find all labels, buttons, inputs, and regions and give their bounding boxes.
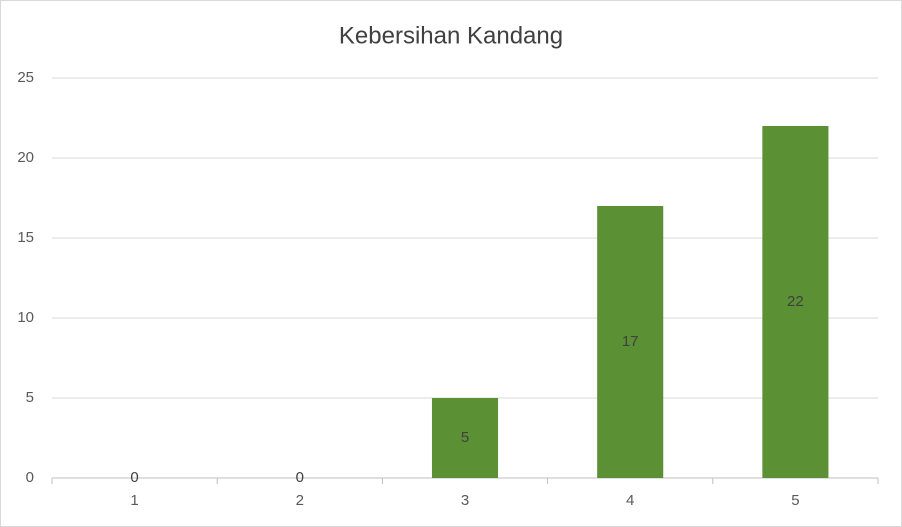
y-tick-label: 15 <box>17 229 34 246</box>
bar <box>431 398 499 478</box>
y-tick-label: 5 <box>26 389 34 406</box>
data-label: 22 <box>787 293 804 310</box>
data-label: 5 <box>461 429 469 446</box>
y-tick-label: 20 <box>17 149 34 166</box>
bar <box>597 206 664 478</box>
x-tick-label: 1 <box>130 492 138 509</box>
x-tick-label: 2 <box>296 492 304 509</box>
x-tick-label: 3 <box>461 492 469 509</box>
data-label: 17 <box>622 333 639 350</box>
x-tick-label: 4 <box>626 492 634 509</box>
data-label: 0 <box>296 469 304 486</box>
y-tick-label: 25 <box>17 69 34 86</box>
data-label: 0 <box>130 469 138 486</box>
chart-title: Kebersihan Kandang <box>339 22 563 49</box>
bar <box>762 126 829 478</box>
x-tick-label: 5 <box>791 492 799 509</box>
y-tick-label: 10 <box>17 309 34 326</box>
y-tick-label: 0 <box>26 469 34 486</box>
